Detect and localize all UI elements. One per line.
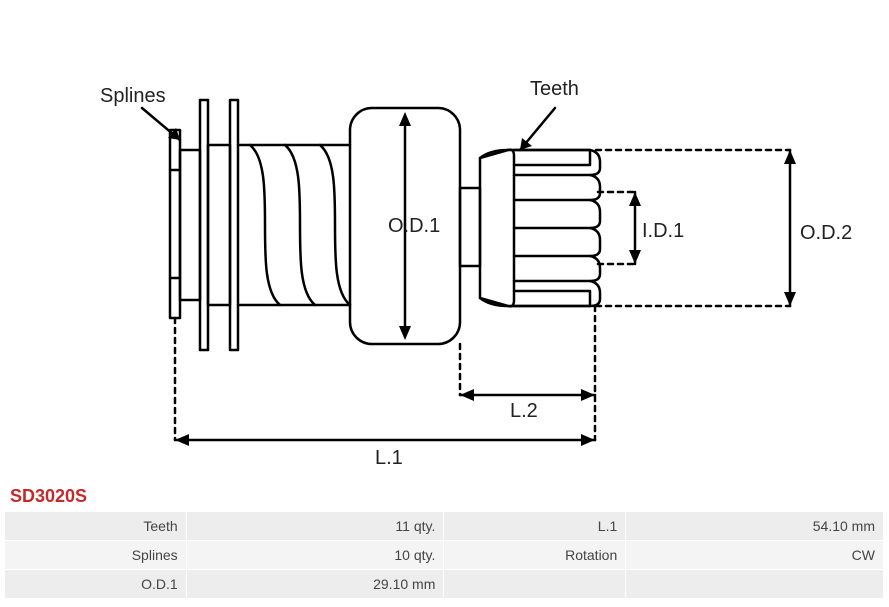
label-l1: L.1 <box>375 447 403 470</box>
spec-key <box>444 570 625 598</box>
label-l2: L.2 <box>510 400 538 423</box>
spec-key: Teeth <box>5 512 186 540</box>
label-splines: Splines <box>100 85 166 108</box>
spec-key: Splines <box>5 541 186 569</box>
spec-table: Teeth 11 qty. L.1 54.10 mm Splines 10 qt… <box>4 511 884 599</box>
label-od2: O.D.2 <box>800 222 852 245</box>
part-id: SD3020S <box>0 486 889 507</box>
table-row: Splines 10 qty. Rotation CW <box>5 541 883 569</box>
spec-value: 54.10 mm <box>626 512 883 540</box>
spec-key: Rotation <box>444 541 625 569</box>
spec-value: CW <box>626 541 883 569</box>
spec-value: 11 qty. <box>187 512 444 540</box>
spec-key: L.1 <box>444 512 625 540</box>
label-id1: I.D.1 <box>642 220 684 243</box>
label-od1: O.D.1 <box>388 215 440 238</box>
drawing-svg <box>0 0 889 480</box>
spec-value: 10 qty. <box>187 541 444 569</box>
spec-value <box>626 570 883 598</box>
label-teeth: Teeth <box>530 78 579 101</box>
table-row: O.D.1 29.10 mm <box>5 570 883 598</box>
technical-diagram: Splines Teeth O.D.1 I.D.1 O.D.2 L.2 L.1 <box>0 0 889 480</box>
spec-value: 29.10 mm <box>187 570 444 598</box>
spec-key: O.D.1 <box>5 570 186 598</box>
table-row: Teeth 11 qty. L.1 54.10 mm <box>5 512 883 540</box>
